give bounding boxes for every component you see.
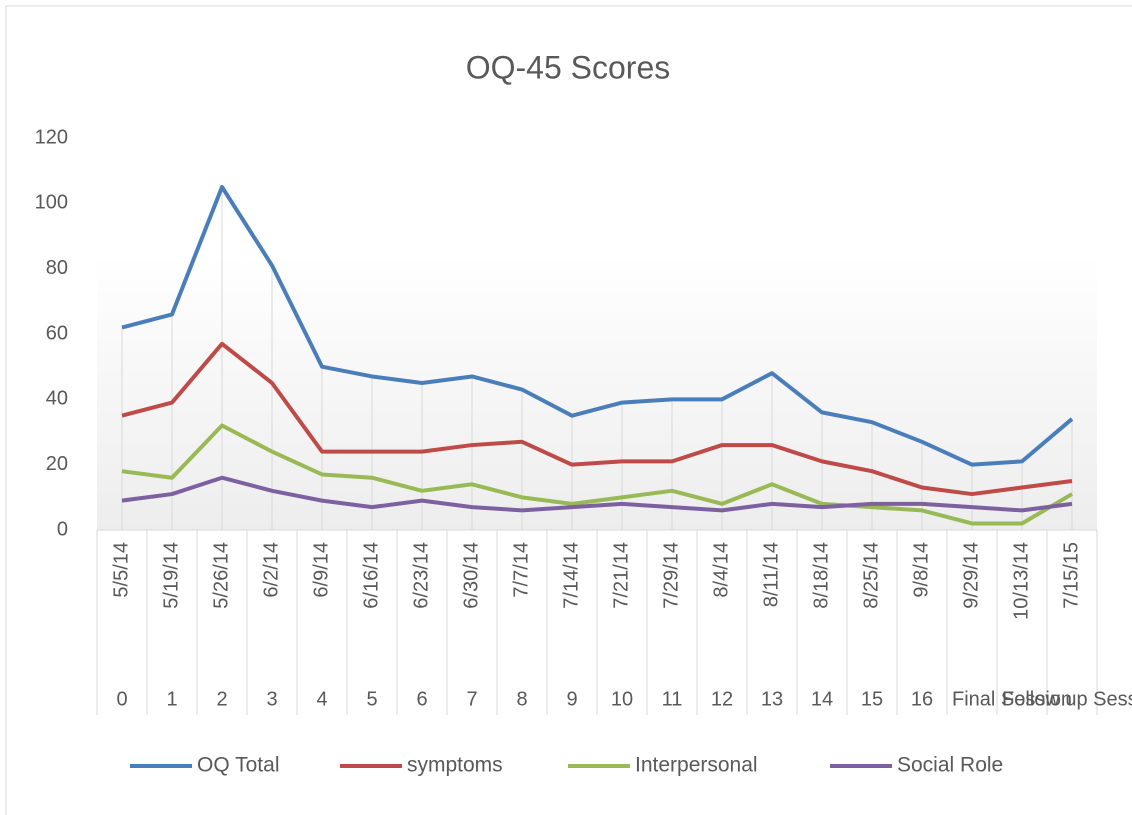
legend-label: OQ Total: [197, 754, 279, 777]
y-tick-label: 60: [46, 322, 68, 344]
session-label: 11: [662, 688, 683, 710]
x-tick-label: 6/16/14: [360, 542, 382, 609]
x-tick-label: 5/19/14: [160, 542, 182, 609]
x-tick-label: 5/5/14: [110, 542, 132, 598]
session-label: 8: [516, 688, 527, 710]
session-label: 13: [761, 688, 783, 710]
session-label: 9: [566, 688, 577, 710]
x-tick-label: 7/15/15: [1060, 542, 1082, 609]
legend-label: Interpersonal: [635, 754, 758, 777]
legend-label: Social Role: [897, 754, 1003, 777]
session-label: 15: [861, 688, 883, 710]
chart-border: [5, 5, 1132, 815]
y-tick-label: 0: [57, 518, 68, 540]
x-tick-label: 8/25/14: [860, 542, 882, 609]
x-tick-label: 7/7/14: [510, 542, 532, 598]
series-line: [121, 423, 1074, 526]
session-label: 7: [466, 688, 477, 710]
x-tick-label: 7/14/14: [560, 542, 582, 609]
series-line: [121, 341, 1073, 497]
x-tick-label: 8/18/14: [810, 542, 832, 609]
session-label: 0: [116, 688, 127, 710]
y-tick-label: 80: [46, 257, 68, 279]
x-tick-label: 5/26/14: [210, 542, 232, 609]
x-tick-label: 8/11/14: [760, 542, 782, 607]
x-tick-label: 7/21/14: [610, 542, 632, 609]
session-label: Follow up Session: [1002, 688, 1132, 710]
series-line: [121, 475, 1073, 513]
x-tick-label: 6/30/14: [460, 542, 482, 609]
y-tick-label: 100: [35, 192, 68, 214]
session-label: 5: [366, 688, 377, 710]
x-tick-label: 7/29/14: [660, 542, 682, 609]
session-label: 14: [811, 688, 833, 710]
session-label: 10: [611, 688, 633, 710]
session-label: 6: [416, 688, 427, 710]
x-tick-label: 6/2/14: [260, 542, 282, 598]
series-line: [121, 185, 1074, 467]
x-tick-label: 9/8/14: [910, 542, 932, 598]
plot-background: [97, 255, 1097, 530]
x-tick-label: 8/4/14: [710, 542, 732, 598]
x-tick-label: 6/23/14: [410, 542, 432, 609]
session-label: 16: [911, 688, 933, 710]
x-tick-label: 9/29/14: [960, 542, 982, 609]
y-tick-label: 40: [46, 388, 68, 410]
session-label: 3: [266, 688, 277, 710]
x-tick-label: 10/13/14: [1010, 542, 1032, 620]
session-label: 4: [316, 688, 327, 710]
category-labels: 5/5/14 0 5/19/14 1 5/26/14 2 6/2/14 3 6/9/14 4 6/1…: [110, 542, 1132, 710]
session-label: 1: [166, 688, 177, 710]
legend-label: symptoms: [407, 754, 503, 777]
session-label: Final Session: [952, 688, 1072, 710]
y-tick-label: 20: [46, 453, 68, 475]
x-tick-label: 6/9/14: [310, 542, 332, 598]
chart-title: OQ-45 Scores: [466, 49, 671, 85]
session-label: 12: [711, 688, 733, 710]
y-tick-label: 120: [35, 126, 68, 148]
session-label: 2: [216, 688, 227, 710]
